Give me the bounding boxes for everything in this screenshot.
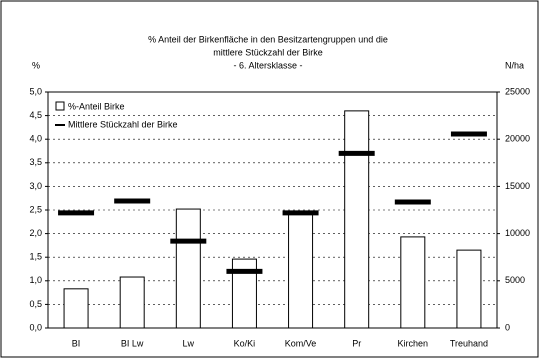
y2-tick-label: 20000 <box>505 134 530 144</box>
y2-tick-label: 5000 <box>505 275 525 285</box>
bar <box>344 110 370 329</box>
x-tick-label: Lw <box>183 338 195 348</box>
legend-label: Mittlere Stückzahl der Birke <box>68 119 178 129</box>
x-tick-label: Kirchen <box>398 338 429 348</box>
bar <box>400 236 426 329</box>
x-tick-label: Kom/Ve <box>285 338 317 348</box>
y2-tick-label: 25000 <box>505 86 530 96</box>
legend-swatch <box>55 101 65 111</box>
x-tick-label: Ko/Ki <box>234 338 256 348</box>
y-tick-label: 5,0 <box>29 86 42 96</box>
y-tick-label: 4,5 <box>29 110 42 120</box>
x-tick-label: Pr <box>352 338 361 348</box>
chart-title: % Anteil der Birkenfläche in den Besitza… <box>148 34 388 44</box>
y-axis-label: % <box>32 60 40 70</box>
y2-tick-label: 15000 <box>505 181 530 191</box>
chart-title: mittlere Stückzahl der Birke <box>213 47 323 57</box>
y2-tick-label: 0 <box>505 322 510 332</box>
bar <box>456 249 482 329</box>
x-tick-label: BI <box>72 338 81 348</box>
legend-label: %-Anteil Birke <box>68 101 125 111</box>
y-tick-label: 1,5 <box>29 252 42 262</box>
x-tick-label: Treuhand <box>450 338 488 348</box>
y2-tick-label: 10000 <box>505 228 530 238</box>
y-tick-label: 2,5 <box>29 204 42 214</box>
y2-axis-label: N/ha <box>505 60 524 70</box>
x-tick-label: BI Lw <box>121 338 144 348</box>
y-tick-label: 0,5 <box>29 299 42 309</box>
bar <box>119 276 145 329</box>
y-tick-label: 1,0 <box>29 275 42 285</box>
chart-title: - 6. Altersklasse - <box>233 60 302 70</box>
bar <box>63 288 89 329</box>
y-tick-label: 0,0 <box>29 322 42 332</box>
y-tick-label: 2,0 <box>29 228 42 238</box>
bar <box>175 208 201 329</box>
y-tick-label: 3,0 <box>29 181 42 191</box>
y-tick-label: 4,0 <box>29 134 42 144</box>
y-tick-label: 3,5 <box>29 157 42 167</box>
bar <box>288 211 314 329</box>
